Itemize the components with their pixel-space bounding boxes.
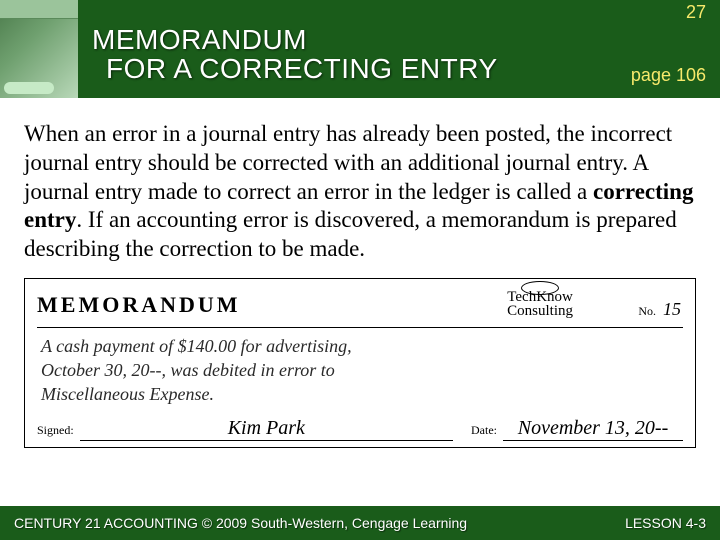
title-line-1: MEMORANDUM xyxy=(92,25,720,54)
slide-number: 27 xyxy=(686,2,706,23)
slide-footer: CENTURY 21 ACCOUNTING © 2009 South-Weste… xyxy=(0,506,720,540)
paragraph-pre: When an error in a journal entry has alr… xyxy=(24,121,672,204)
memo-number: No. 15 xyxy=(638,299,681,320)
memo-signature-row: Signed: Kim Park Date: November 13, 20-- xyxy=(37,417,683,441)
memo-divider xyxy=(37,327,683,328)
signed-label: Signed: xyxy=(37,423,74,438)
memo-body-line-1: A cash payment of $140.00 for advertisin… xyxy=(41,334,679,358)
title-line-2: FOR A CORRECTING ENTRY xyxy=(92,54,720,83)
title-area: MEMORANDUM FOR A CORRECTING ENTRY xyxy=(78,0,720,98)
paragraph-post: . If an accounting error is discovered, … xyxy=(24,207,677,261)
memo-header-row: MEMORANDUM TechKnow Consulting No. 15 xyxy=(37,285,683,325)
memo-body: A cash payment of $140.00 for advertisin… xyxy=(37,332,683,409)
company-line-2: Consulting xyxy=(507,303,573,319)
memo-number-value: 15 xyxy=(663,299,681,319)
page-reference: page 106 xyxy=(631,65,706,86)
company-logo: TechKnow Consulting xyxy=(507,291,573,318)
textbook-thumbnail xyxy=(0,0,78,98)
memorandum-document: MEMORANDUM TechKnow Consulting No. 15 A … xyxy=(24,278,696,448)
memo-number-label: No. xyxy=(638,304,656,318)
memo-title: MEMORANDUM xyxy=(37,292,241,318)
slide-header: MEMORANDUM FOR A CORRECTING ENTRY 27 pag… xyxy=(0,0,720,98)
date-label: Date: xyxy=(471,423,497,438)
body-paragraph: When an error in a journal entry has alr… xyxy=(0,98,720,274)
signed-value: Kim Park xyxy=(80,417,453,441)
memo-body-line-2: October 30, 20--, was debited in error t… xyxy=(41,358,679,382)
memo-body-line-3: Miscellaneous Expense. xyxy=(41,382,679,406)
footer-left: CENTURY 21 ACCOUNTING © 2009 South-Weste… xyxy=(14,515,467,531)
date-value: November 13, 20-- xyxy=(503,417,683,441)
footer-right: LESSON 4-3 xyxy=(625,515,706,531)
